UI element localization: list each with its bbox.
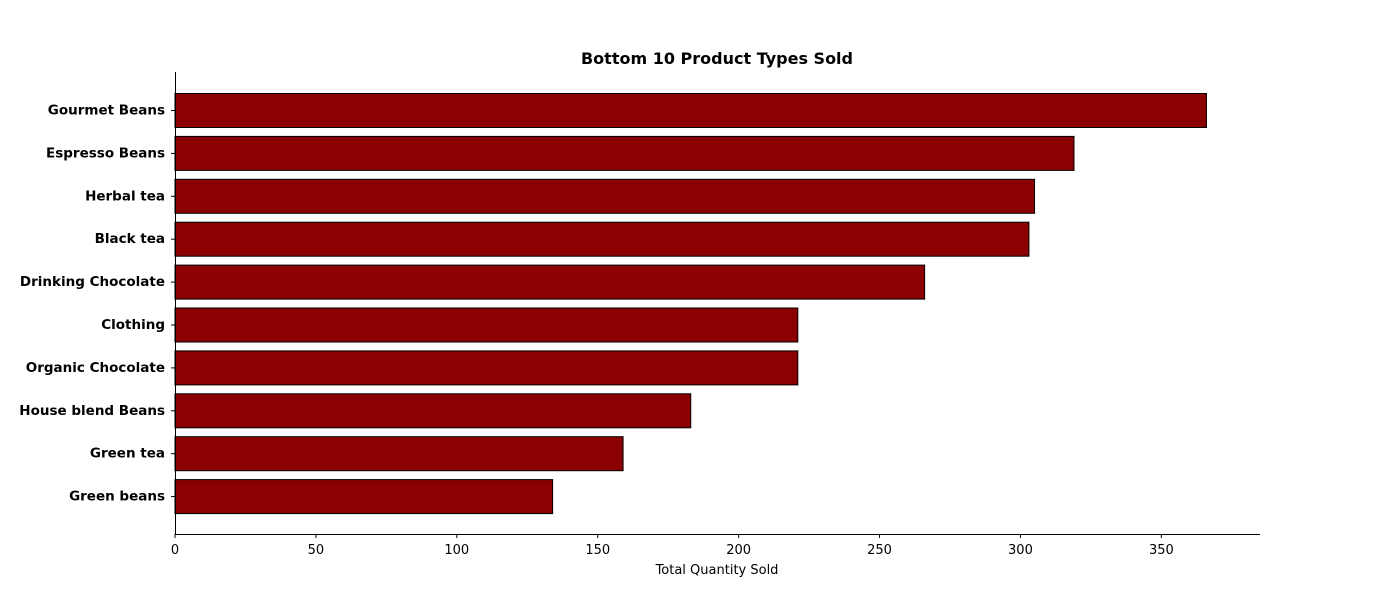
bars-group (174, 93, 1207, 515)
x-ticks: 0 50 100 150 200 250 300 350 (171, 534, 1174, 558)
bar-black-tea (174, 221, 1030, 257)
x-axis-label: Total Quantity Sold (655, 563, 779, 578)
bar-green-tea (174, 436, 624, 472)
x-tick-label: 200 (726, 543, 751, 558)
bar-drinking-chocolate (174, 264, 926, 300)
x-tick-label: 50 (308, 543, 325, 558)
category-label-gourmet-beans: Gourmet Beans (48, 103, 165, 119)
bar-espresso-beans (174, 135, 1075, 171)
x-tick-label: 150 (585, 543, 610, 558)
category-label-house-blend-beans: House blend Beans (19, 403, 165, 419)
category-label-herbal-tea: Herbal tea (85, 188, 165, 204)
bar-herbal-tea (174, 178, 1036, 214)
x-tick-label: 350 (1149, 543, 1174, 558)
chart-title: Bottom 10 Product Types Sold (581, 49, 853, 68)
category-label-black-tea: Black tea (95, 231, 165, 247)
x-tick-label: 100 (444, 543, 469, 558)
bar-house-blend-beans (174, 393, 692, 429)
category-label-green-beans: Green beans (69, 489, 165, 505)
category-label-clothing: Clothing (101, 317, 165, 333)
category-label-espresso-beans: Espresso Beans (46, 145, 165, 161)
bar-green-beans (174, 479, 554, 515)
bar-organic-chocolate (174, 350, 799, 386)
x-tick-label: 250 (867, 543, 892, 558)
bar-clothing (174, 307, 799, 343)
x-tick-label: 0 (171, 543, 179, 558)
category-label-drinking-chocolate: Drinking Chocolate (20, 274, 165, 290)
x-tick-label: 300 (1008, 543, 1033, 558)
category-labels: Gourmet Beans Espresso Beans Herbal tea Bla… (19, 103, 175, 505)
category-label-green-tea: Green tea (90, 446, 165, 462)
category-label-organic-chocolate: Organic Chocolate (26, 360, 165, 376)
bar-gourmet-beans (174, 93, 1207, 128)
